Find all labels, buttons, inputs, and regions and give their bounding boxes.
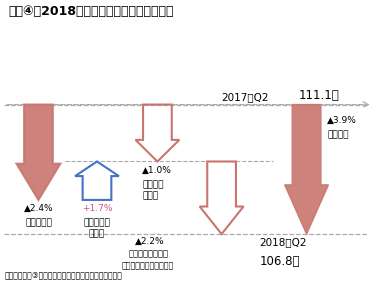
Polygon shape bbox=[17, 105, 60, 200]
Text: 2018年Q2: 2018年Q2 bbox=[259, 237, 307, 247]
Text: 金利差: 金利差 bbox=[142, 191, 158, 200]
Text: ▲2.4%: ▲2.4% bbox=[23, 204, 53, 213]
Text: リスクプレミアム: リスクプレミアム bbox=[129, 250, 169, 259]
Text: 円高圧力: 円高圧力 bbox=[327, 130, 349, 139]
Text: （対外資産ポジション）: （対外資産ポジション） bbox=[122, 261, 174, 270]
Text: ベース: ベース bbox=[89, 230, 105, 239]
Text: +1.7%: +1.7% bbox=[82, 204, 112, 213]
Text: ▲2.2%: ▲2.2% bbox=[135, 237, 164, 246]
Text: ▲1.0%: ▲1.0% bbox=[142, 166, 172, 175]
Polygon shape bbox=[285, 105, 329, 234]
Text: 106.8円: 106.8円 bbox=[259, 255, 300, 269]
Text: 図表④　2018年第２四半期のドル円の環境: 図表④ 2018年第２四半期のドル円の環境 bbox=[8, 5, 174, 18]
Text: （出所：図表③から住友商事グローバルリサーチ作成）: （出所：図表③から住友商事グローバルリサーチ作成） bbox=[5, 271, 122, 280]
Text: 111.1円: 111.1円 bbox=[299, 89, 340, 102]
Text: 日米実質: 日米実質 bbox=[142, 180, 164, 189]
Text: 購買力平価: 購買力平価 bbox=[25, 219, 52, 227]
Text: マネタリー: マネタリー bbox=[83, 219, 110, 227]
Text: ▲3.9%: ▲3.9% bbox=[327, 116, 357, 125]
Text: 2017年Q2: 2017年Q2 bbox=[222, 92, 269, 102]
